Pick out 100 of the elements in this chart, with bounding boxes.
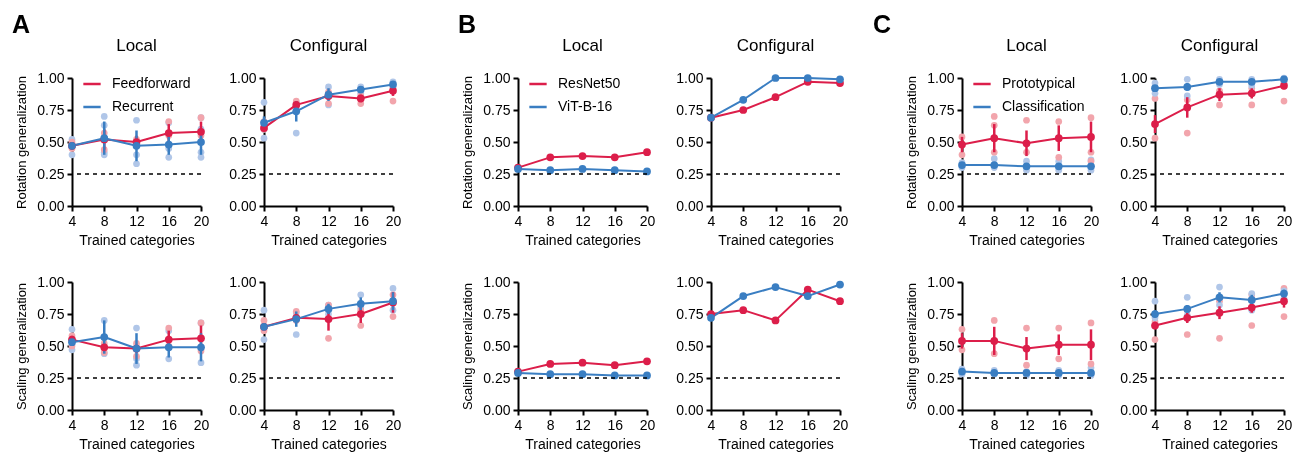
y-axis-title: Rotation generalization [14, 76, 30, 209]
text: A [12, 10, 31, 38]
x-tick-label: 4 [514, 416, 523, 433]
x-axis-title: Trained categories [969, 435, 1085, 452]
y-tick-label: 1.00 [483, 69, 511, 86]
y-tick-label: 0.25 [229, 369, 257, 386]
x-tick-label: 4 [260, 212, 269, 229]
y-tick-label: 0.00 [483, 401, 511, 418]
y-tick-label: 0.75 [37, 101, 65, 118]
x-tick-label: 8 [100, 416, 109, 433]
chart-title: Local [562, 36, 603, 55]
x-tick-label: 12 [1019, 212, 1035, 229]
y-tick-label: 0.75 [483, 305, 511, 322]
x-tick-label: 12 [1019, 416, 1035, 433]
y-tick-label: 1.00 [676, 273, 704, 290]
x-tick-label: 8 [990, 212, 999, 229]
y-tick-label: 1.00 [229, 69, 257, 86]
x-tick-label: 16 [1051, 416, 1068, 433]
y-tick-label: 0.00 [229, 401, 257, 418]
x-axis-title: Trained categories [718, 231, 834, 248]
x-tick-label: 20 [385, 416, 402, 433]
x-tick-label: 4 [707, 416, 716, 433]
x-tick-label: 16 [1244, 416, 1261, 433]
y-tick-label: 0.75 [676, 101, 704, 118]
y-axis-title: Rotation generalization [460, 76, 476, 209]
x-tick-label: 12 [321, 416, 337, 433]
y-tick-label: 0.00 [37, 197, 65, 214]
x-tick-label: 20 [193, 416, 210, 433]
x-tick-label: 16 [353, 416, 370, 433]
x-tick-label: 4 [514, 212, 523, 229]
y-tick-label: 0.00 [676, 401, 704, 418]
y-tick-label: 0.00 [229, 197, 257, 214]
y-tick-label: 0.25 [229, 165, 257, 182]
x-axis-title: Trained categories [271, 435, 387, 452]
x-tick-label: 16 [607, 212, 624, 229]
x-tick-label: 20 [385, 212, 402, 229]
x-axis-title: Trained categories [271, 231, 387, 248]
y-tick-label: 0.00 [676, 197, 704, 214]
x-tick-label: 12 [575, 416, 591, 433]
y-tick-label: 0.00 [927, 197, 955, 214]
y-tick-label: 0.00 [483, 197, 511, 214]
y-tick-label: 0.25 [927, 369, 955, 386]
y-tick-label: 1.00 [229, 273, 257, 290]
x-tick-label: 20 [1083, 416, 1100, 433]
y-tick-label: 1.00 [37, 273, 65, 290]
y-tick-label: 0.25 [483, 165, 511, 182]
x-tick-label: 4 [68, 416, 77, 433]
x-axis-title: Trained categories [1162, 231, 1278, 248]
legend-label: Recurrent [112, 98, 174, 114]
y-tick-label: 0.00 [37, 401, 65, 418]
x-tick-label: 16 [1244, 212, 1261, 229]
x-tick-label: 8 [292, 212, 301, 229]
y-tick-label: 0.25 [37, 165, 65, 182]
y-tick-label: 0.25 [1120, 369, 1148, 386]
x-tick-label: 20 [1276, 212, 1293, 229]
x-axis-title: Trained categories [79, 231, 195, 248]
x-axis-title: Trained categories [79, 435, 195, 452]
chart-title: Configural [1180, 36, 1259, 55]
x-tick-label: 16 [161, 416, 178, 433]
x-tick-label: 16 [800, 212, 817, 229]
x-tick-label: 20 [832, 212, 849, 229]
y-axis-title: Scaling generalization [904, 282, 920, 411]
y-tick-label: 0.00 [1120, 197, 1148, 214]
x-tick-label: 4 [1151, 212, 1160, 229]
y-tick-label: 0.50 [483, 133, 511, 150]
x-axis-title: Trained categories [525, 435, 641, 452]
x-tick-label: 8 [292, 416, 301, 433]
y-tick-label: 0.50 [676, 337, 704, 354]
y-tick-label: 0.50 [37, 133, 65, 150]
x-tick-label: 20 [832, 416, 849, 433]
y-tick-label: 0.50 [927, 133, 955, 150]
x-axis-title: Trained categories [969, 231, 1085, 248]
x-tick-label: 4 [260, 416, 269, 433]
x-tick-label: 20 [1276, 416, 1293, 433]
y-tick-label: 0.75 [676, 305, 704, 322]
y-tick-label: 0.25 [676, 165, 704, 182]
x-tick-label: 4 [707, 212, 716, 229]
y-tick-label: 1.00 [927, 69, 955, 86]
x-axis-title: Trained categories [718, 435, 834, 452]
y-tick-label: 0.00 [927, 401, 955, 418]
x-tick-label: 8 [546, 212, 555, 229]
x-tick-label: 4 [1151, 416, 1160, 433]
y-tick-label: 0.00 [1120, 401, 1148, 418]
y-tick-label: 0.75 [1120, 101, 1148, 118]
y-tick-label: 1.00 [1120, 69, 1148, 86]
x-tick-label: 8 [1183, 416, 1192, 433]
y-tick-label: 0.50 [229, 337, 257, 354]
x-tick-label: 12 [129, 416, 145, 433]
y-tick-label: 1.00 [676, 69, 704, 86]
y-tick-label: 1.00 [927, 273, 955, 290]
x-tick-label: 12 [321, 212, 337, 229]
x-tick-label: 12 [768, 416, 784, 433]
x-tick-label: 16 [800, 416, 817, 433]
x-tick-label: 20 [1083, 212, 1100, 229]
y-tick-label: 1.00 [483, 273, 511, 290]
x-tick-label: 12 [768, 212, 784, 229]
x-tick-label: 12 [1212, 416, 1228, 433]
y-tick-label: 0.50 [37, 337, 65, 354]
y-tick-label: 0.75 [927, 101, 955, 118]
x-tick-label: 20 [193, 212, 210, 229]
